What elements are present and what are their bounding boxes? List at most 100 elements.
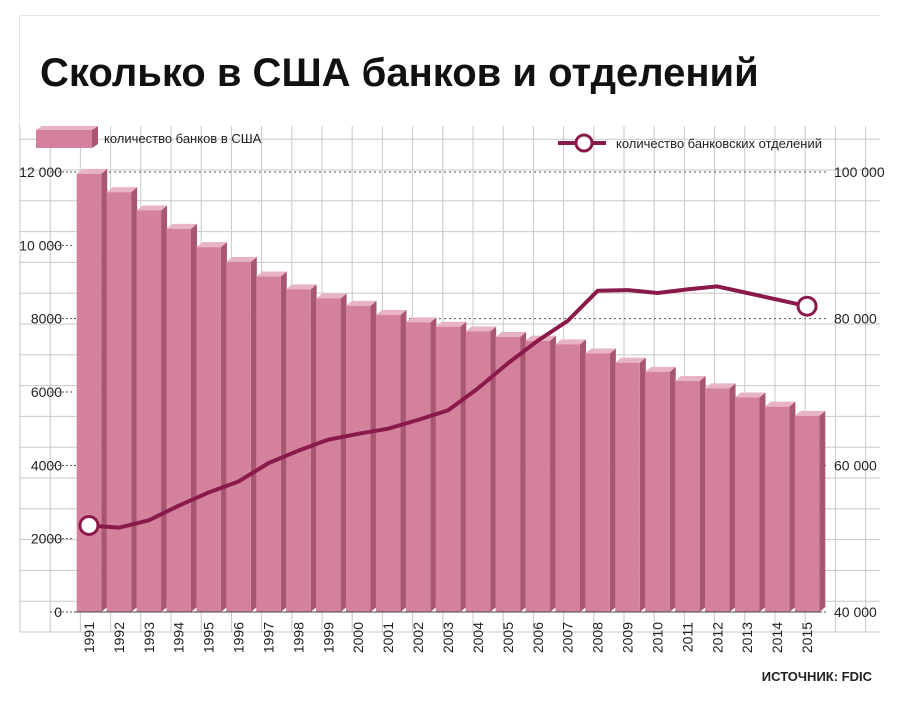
bar-front <box>435 326 461 612</box>
bar <box>136 205 168 612</box>
bar-top <box>345 300 377 306</box>
bar-side <box>819 410 826 612</box>
bar-top <box>585 348 616 354</box>
bar-side <box>669 366 676 612</box>
bar-top <box>435 321 467 327</box>
x-tick-label: 2015 <box>799 622 815 653</box>
legend: количество банков в США количество банков… <box>36 126 822 153</box>
bar-front <box>405 322 431 612</box>
bar-top <box>106 187 138 193</box>
bar-side <box>190 223 197 613</box>
bar <box>465 326 497 612</box>
legend-bar-swatch-side <box>92 126 98 148</box>
bar <box>585 348 616 612</box>
bar-front <box>615 362 640 612</box>
bar-side <box>789 401 796 612</box>
bar-top <box>734 392 766 398</box>
x-axis: 1991 1992 1993 1994 1995 1996 1997 1998 1999 2000… <box>81 622 815 653</box>
bar-side <box>579 339 586 612</box>
x-tick-label: 2013 <box>739 622 755 653</box>
bar-side <box>280 271 287 612</box>
bar-top <box>136 205 168 211</box>
x-tick-label: 2010 <box>649 622 665 653</box>
bar <box>525 335 557 612</box>
bar-side <box>759 392 766 612</box>
x-tick-label: 2002 <box>410 622 426 653</box>
bar <box>345 300 377 612</box>
x-tick-label: 1994 <box>171 622 187 653</box>
y-left-tick-label: 4000 <box>31 457 62 473</box>
bar-side <box>729 383 736 612</box>
bar-top <box>226 256 257 262</box>
x-tick-label: 1997 <box>260 622 276 653</box>
bar-top <box>495 332 527 337</box>
bar <box>705 383 736 612</box>
bar-top <box>705 383 736 389</box>
bar-side <box>250 256 257 612</box>
bar-side <box>460 321 467 612</box>
x-tick-label: 2004 <box>470 622 486 653</box>
bar-side <box>161 205 168 612</box>
bar-top <box>256 271 287 277</box>
bar-side <box>370 300 377 612</box>
bar-top <box>196 242 227 248</box>
bar-top <box>316 293 347 299</box>
x-tick-label: 2000 <box>350 622 366 653</box>
x-tick-label: 2006 <box>530 622 546 653</box>
line-end-marker <box>796 295 818 317</box>
bar-top <box>465 326 497 332</box>
bar <box>495 332 527 612</box>
bar-side <box>400 310 407 612</box>
bar-front <box>525 340 551 612</box>
bar-front <box>555 344 580 612</box>
bar-front <box>645 371 670 612</box>
line-series <box>78 284 818 536</box>
x-tick-label: 2001 <box>380 622 396 653</box>
bar <box>405 317 437 612</box>
y-left-tick-label: 8000 <box>31 311 62 327</box>
bar-front <box>764 406 790 612</box>
x-tick-label: 2012 <box>709 622 725 653</box>
bar-front <box>166 228 191 613</box>
bar-front <box>136 210 162 612</box>
bar-top <box>76 168 108 174</box>
x-tick-label: 1992 <box>111 622 127 653</box>
bar-front <box>316 298 341 612</box>
x-tick-label: 2011 <box>679 622 695 652</box>
x-tick-label: 1998 <box>290 622 306 653</box>
bar <box>76 168 108 613</box>
legend-bar-swatch-top <box>36 126 98 130</box>
bar-side <box>550 335 557 612</box>
bar-side <box>609 348 616 612</box>
bar-top <box>675 376 706 381</box>
x-tick-label: 2014 <box>769 622 785 653</box>
bar-side <box>490 326 497 612</box>
bar <box>615 357 646 612</box>
bar-series <box>74 168 826 613</box>
bar-side <box>310 284 317 612</box>
bar <box>226 256 257 612</box>
y-right-tick-label: 60 000 <box>834 457 877 473</box>
bar-side <box>131 187 138 612</box>
bar-front <box>226 261 251 612</box>
legend-line-marker <box>574 133 594 153</box>
x-tick-label: 2008 <box>590 622 606 653</box>
bar-front <box>585 353 610 612</box>
bar <box>256 271 287 612</box>
bar <box>764 401 796 612</box>
bar-side <box>101 168 108 613</box>
bar <box>166 223 197 613</box>
bar-top <box>286 284 317 290</box>
bar-top <box>645 366 676 372</box>
x-tick-label: 1999 <box>320 622 336 653</box>
bar-side <box>699 376 706 612</box>
x-tick-label: 1993 <box>141 622 157 653</box>
chart-title: Сколько в США банков и отделений <box>40 51 759 95</box>
bar <box>794 410 826 612</box>
y-left-tick-label: 0 <box>54 604 62 620</box>
bar-side <box>220 242 227 612</box>
bar-front <box>465 331 491 612</box>
bar-front <box>794 415 820 612</box>
